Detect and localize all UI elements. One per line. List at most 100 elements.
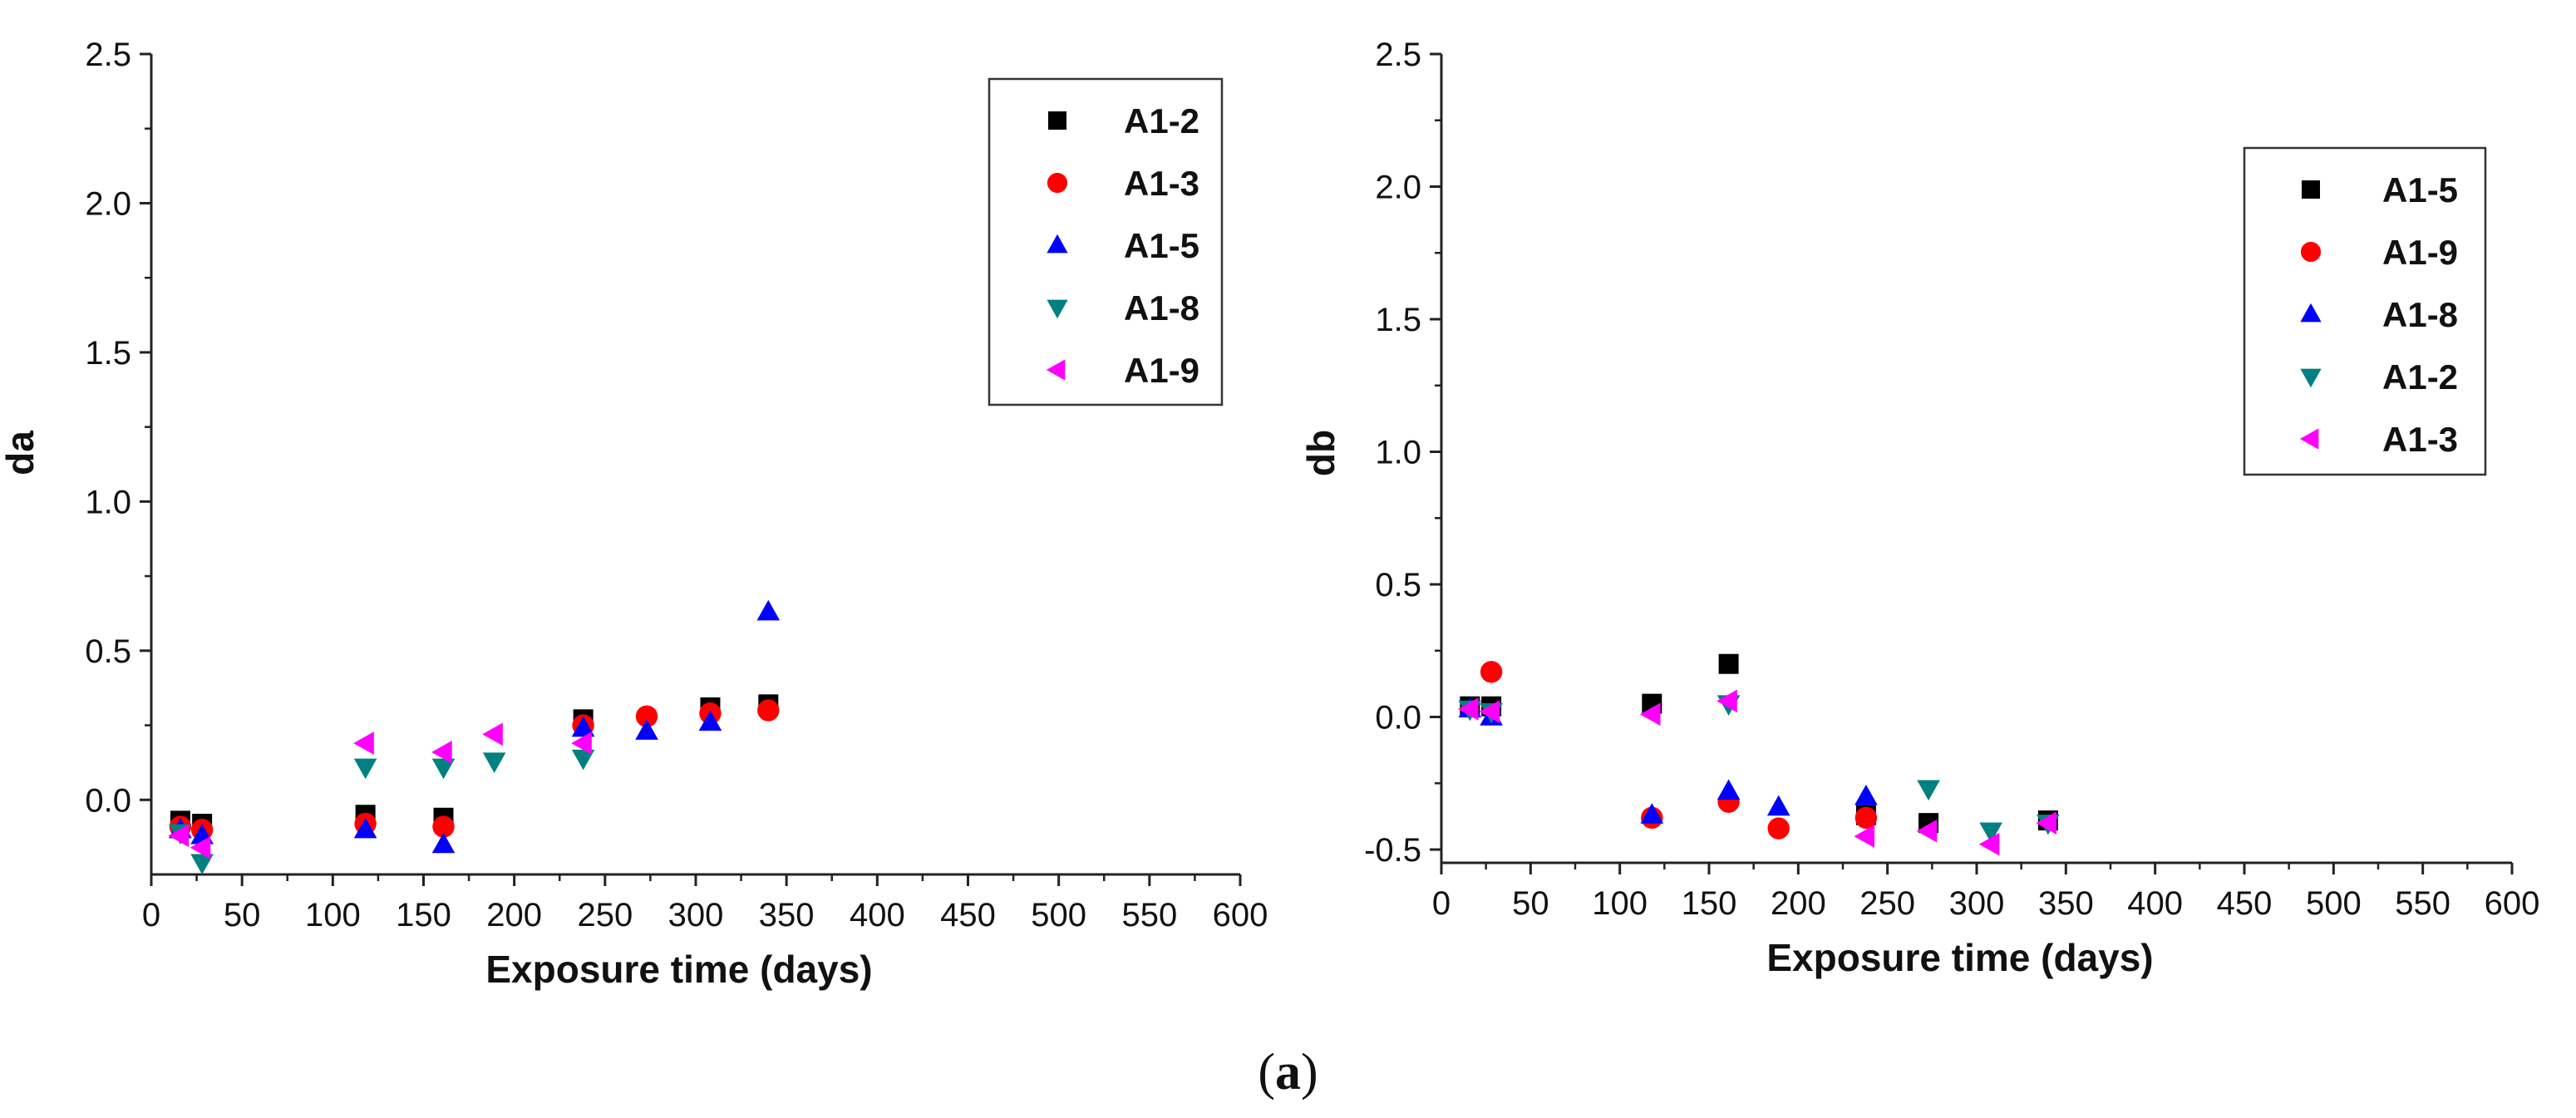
- caption-open: (: [1258, 1044, 1275, 1101]
- y-tick-label: 0.0: [85, 782, 131, 819]
- x-axis-label: Exposure time (days): [1766, 936, 2153, 979]
- caption-label: a: [1275, 1044, 1301, 1101]
- x-tick-label: 150: [396, 897, 451, 933]
- chart-da: 0 50 100 150 200 250 300 350 400 450 500 550 600 0.0 0…: [0, 37, 1268, 991]
- y-axis-label: db: [1299, 430, 1342, 476]
- y-tick-label: 2.5: [1375, 37, 1421, 73]
- caption-close: ): [1301, 1044, 1318, 1101]
- data-point-A1-3: [1717, 689, 1737, 713]
- y-tick-label: 2.0: [1375, 170, 1421, 206]
- y-tick-label: 1.5: [1375, 302, 1421, 338]
- legend-marker: [2300, 368, 2322, 388]
- x-tick-label: 500: [1031, 897, 1086, 933]
- data-point-A1-8: [1854, 784, 1878, 805]
- data-point-A1-9: [353, 731, 374, 755]
- legend-label: A1-2: [2382, 357, 2458, 396]
- data-point-A1-3: [1854, 825, 1875, 848]
- data-point-A1-3: [1978, 832, 2000, 856]
- legend-label: A1-8: [1124, 288, 1199, 328]
- data-point-A1-9: [1767, 817, 1790, 840]
- data-point-A1-5: [635, 719, 658, 740]
- legend-label: A1-3: [1124, 164, 1199, 203]
- x-tick-label: 0: [142, 897, 160, 933]
- data-point-A1-9: [431, 741, 452, 764]
- x-tick-label: 200: [1771, 885, 1826, 922]
- legend-label: A1-9: [2382, 233, 2458, 272]
- legend-marker: [2302, 180, 2320, 199]
- data-point-A1-3: [757, 699, 780, 722]
- x-tick-label: 300: [1949, 885, 2005, 922]
- y-tick-label: 1.5: [85, 335, 131, 372]
- data-point-A1-8: [353, 758, 377, 780]
- x-tick-label: 400: [2127, 885, 2183, 922]
- data-point-A1-3: [2036, 811, 2057, 835]
- x-tick-label: 100: [1592, 885, 1648, 922]
- x-tick-label: 150: [1682, 885, 1737, 922]
- data-point-A1-9: [1480, 661, 1503, 683]
- y-tick-label: 1.0: [85, 484, 131, 520]
- data-point-A1-8: [190, 854, 214, 875]
- legend-marker: [2299, 428, 2319, 450]
- data-point-A1-5: [698, 710, 722, 731]
- data-point-A1-8: [431, 758, 456, 780]
- y-tick-label: 1.0: [1375, 435, 1421, 471]
- y-tick-label: -0.5: [1364, 832, 1421, 869]
- data-point-A1-3: [1457, 697, 1479, 721]
- data-point-A1-3: [635, 705, 658, 727]
- legend-marker: [1047, 234, 1068, 254]
- x-tick-label: 400: [850, 897, 905, 933]
- x-tick-label: 600: [2485, 885, 2540, 922]
- data-point-A1-5: [353, 817, 377, 839]
- x-axis-label: Exposure time (days): [485, 948, 872, 991]
- x-tick-label: 450: [940, 897, 996, 933]
- x-tick-label: 300: [668, 897, 724, 933]
- x-tick-label: 450: [2217, 885, 2273, 922]
- data-point-A1-5: [1718, 653, 1739, 674]
- data-point-A1-2: [1917, 780, 1940, 801]
- legend-label: A1-5: [2382, 170, 2458, 209]
- legend-label: A1-3: [2382, 420, 2458, 459]
- data-point-A1-8: [1717, 779, 1741, 800]
- data-point-A1-5: [756, 599, 781, 621]
- x-tick-label: 550: [1121, 897, 1177, 933]
- legend-label: A1-9: [1124, 351, 1199, 390]
- data-point-A1-9: [1854, 806, 1878, 829]
- x-tick-label: 200: [486, 897, 542, 933]
- data-point-A1-3: [432, 815, 455, 838]
- legend-label: A1-8: [2382, 295, 2458, 334]
- x-tick-label: 250: [577, 897, 633, 933]
- data-point-A1-2: [1979, 822, 2002, 844]
- data-point-A1-8: [1640, 803, 1664, 824]
- x-tick-label: 350: [2038, 885, 2094, 922]
- x-tick-label: 50: [1512, 885, 1549, 922]
- legend-label: A1-5: [1124, 226, 1199, 265]
- data-point-A1-3: [1479, 700, 1500, 723]
- data-point-A1-3: [1916, 819, 1938, 843]
- data-point-A1-8: [571, 749, 595, 771]
- x-tick-label: 50: [224, 897, 261, 933]
- data-point-A1-9: [168, 824, 190, 848]
- data-point-A1-3: [1639, 702, 1661, 726]
- legend-box: [988, 77, 1224, 406]
- y-tick-label: 0.0: [1375, 700, 1421, 736]
- x-tick-label: 550: [2395, 885, 2450, 922]
- legend-marker: [2300, 241, 2322, 263]
- legend-marker: [1048, 111, 1066, 130]
- legend-marker: [1046, 359, 1066, 381]
- data-point-A1-5: [571, 716, 595, 737]
- y-tick-label: 2.0: [85, 185, 131, 222]
- data-point-A1-9: [190, 835, 211, 859]
- y-tick-label: 0.5: [1375, 567, 1421, 603]
- data-point-A1-8: [482, 752, 506, 774]
- legend-marker: [2300, 303, 2322, 323]
- figure-caption: (a): [0, 1043, 2576, 1102]
- legend-label: A1-2: [1124, 101, 1199, 140]
- data-point-A1-9: [571, 731, 592, 755]
- data-point-A1-9: [482, 722, 503, 746]
- data-point-A1-5: [431, 832, 456, 854]
- x-tick-label: 250: [1859, 885, 1915, 922]
- legend-box: [2243, 146, 2487, 476]
- data-point-A1-8: [1766, 795, 1790, 816]
